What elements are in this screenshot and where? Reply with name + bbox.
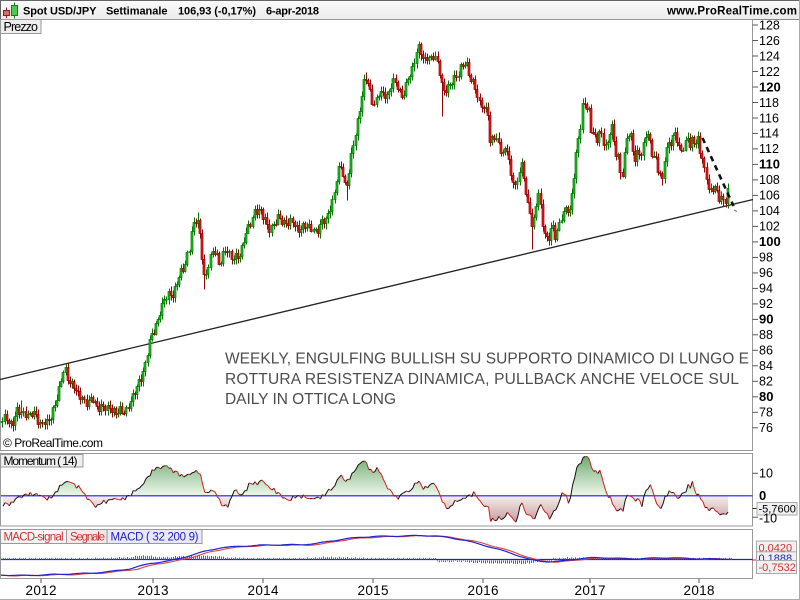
svg-text:112: 112: [759, 142, 779, 156]
svg-text:94: 94: [759, 282, 773, 296]
svg-text:Settimanale: Settimanale: [106, 6, 168, 18]
svg-text:124: 124: [759, 49, 780, 63]
svg-text:6-apr-2018: 6-apr-2018: [266, 6, 319, 18]
svg-text:126: 126: [759, 34, 780, 48]
svg-text:100: 100: [759, 234, 781, 249]
svg-text:2012: 2012: [26, 583, 57, 598]
svg-text:114: 114: [759, 127, 779, 141]
svg-text:0: 0: [759, 488, 766, 503]
svg-text:106,93 (-0,17%): 106,93 (-0,17%): [178, 6, 256, 18]
svg-text:96: 96: [759, 266, 773, 280]
svg-text:WEEKLY, ENGULFING BULLISH SU S: WEEKLY, ENGULFING BULLISH SU SUPPORTO DI…: [225, 351, 749, 368]
svg-text:Prezzo: Prezzo: [4, 20, 39, 34]
svg-text:10: 10: [759, 467, 773, 481]
svg-text:90: 90: [759, 312, 773, 327]
svg-text:Momentum ( 14): Momentum ( 14): [4, 454, 78, 468]
svg-text:© ProRealTime.com: © ProRealTime.com: [3, 436, 103, 450]
svg-text:2013: 2013: [138, 583, 169, 598]
svg-text:-5,7600: -5,7600: [759, 504, 796, 516]
svg-text:www.ProRealTime.com: www.ProRealTime.com: [666, 6, 797, 18]
svg-text:102: 102: [759, 220, 780, 234]
svg-text:98: 98: [759, 251, 773, 265]
svg-text:2014: 2014: [248, 583, 279, 598]
svg-text:ROTTURA RESISTENZA DINAMICA, P: ROTTURA RESISTENZA DINAMICA, PULLBACK AN…: [225, 371, 739, 388]
svg-text:Spot USD/JPY: Spot USD/JPY: [23, 6, 97, 18]
svg-text:110: 110: [759, 157, 780, 172]
svg-text:106: 106: [759, 189, 780, 203]
svg-text:MACD ( 32 200 9): MACD ( 32 200 9): [111, 532, 199, 544]
svg-text:Segnale: Segnale: [70, 532, 105, 544]
svg-text:108: 108: [759, 173, 780, 187]
svg-text:82: 82: [759, 375, 773, 389]
svg-text:116: 116: [759, 111, 779, 125]
svg-text:2015: 2015: [358, 583, 389, 598]
svg-text:80: 80: [759, 389, 773, 404]
svg-text:128: 128: [759, 18, 780, 32]
svg-text:2016: 2016: [468, 583, 499, 598]
svg-text:76: 76: [759, 421, 773, 435]
svg-text:2017: 2017: [575, 583, 606, 598]
svg-text:88: 88: [759, 328, 773, 342]
svg-text:MACD-signal: MACD-signal: [4, 532, 64, 544]
svg-text:122: 122: [759, 65, 780, 79]
svg-text:-0,7532: -0,7532: [759, 562, 796, 574]
svg-text:92: 92: [759, 297, 773, 311]
svg-text:78: 78: [759, 406, 773, 420]
svg-text:104: 104: [759, 204, 780, 218]
svg-text:-10: -10: [759, 511, 777, 525]
svg-text:86: 86: [759, 344, 773, 358]
svg-text:DAILY IN OTTICA LONG: DAILY IN OTTICA LONG: [225, 391, 396, 408]
svg-text:2018: 2018: [684, 583, 715, 598]
svg-text:120: 120: [759, 79, 781, 94]
svg-text:84: 84: [759, 359, 773, 373]
svg-text:118: 118: [759, 96, 779, 110]
